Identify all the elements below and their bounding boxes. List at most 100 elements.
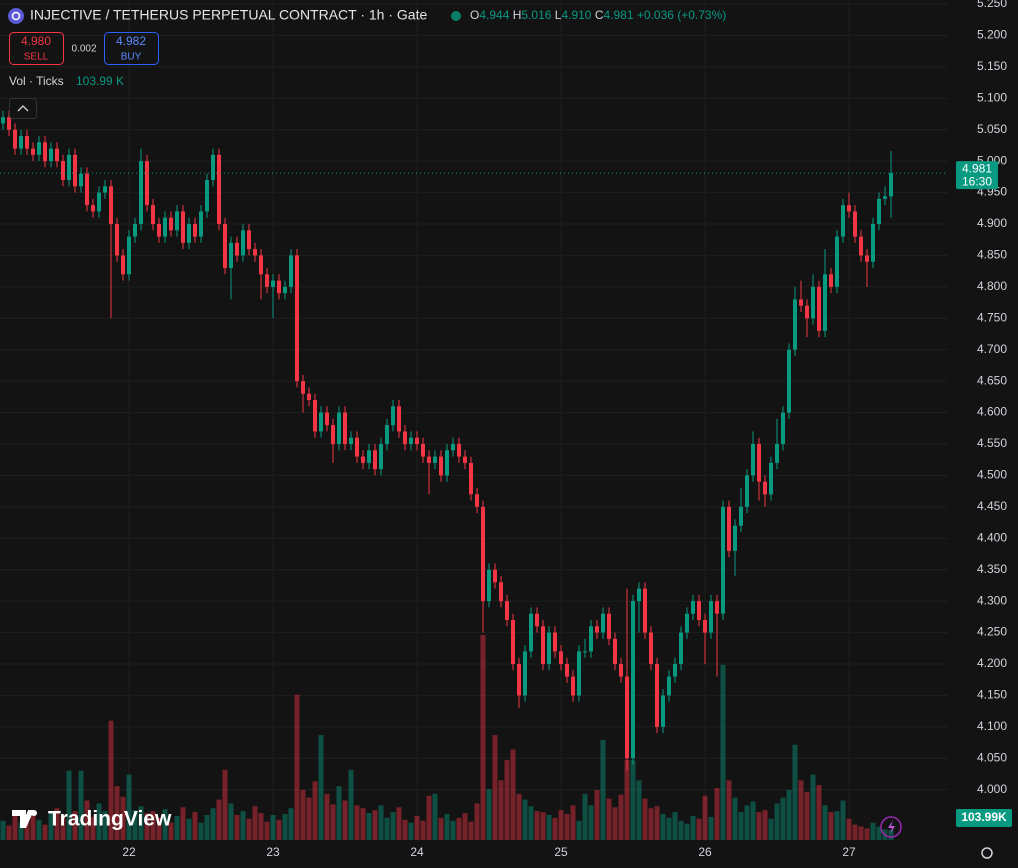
candle-body (619, 664, 623, 677)
volume-bar (132, 810, 138, 840)
candle-body (487, 569, 491, 602)
collapse-icon (17, 105, 29, 112)
y-tick-label: 4.750 (977, 310, 1007, 324)
candle-body (835, 236, 839, 287)
x-tick-label: 23 (266, 845, 280, 859)
candle-body (145, 161, 149, 206)
volume-bar (186, 818, 192, 840)
candle-body (193, 224, 197, 237)
legend-key: L (555, 8, 562, 22)
volume-bar (762, 810, 768, 840)
candle-body (553, 632, 557, 652)
candle-body (673, 664, 677, 677)
chart-title[interactable]: INJECTIVE / TETHERUS PERPETUAL CONTRACT … (30, 7, 427, 23)
volume-bar (636, 780, 642, 840)
volume-bar (558, 810, 564, 840)
volume-bar (384, 817, 390, 840)
candle-body (769, 462, 773, 495)
volume-bar (270, 814, 276, 840)
candle-body (721, 506, 725, 614)
candle-body (685, 613, 689, 633)
candle-body (613, 638, 617, 664)
candle-body (265, 274, 269, 287)
volume-bar (414, 815, 420, 840)
volume-bar (600, 739, 606, 840)
lightning-button[interactable] (880, 816, 902, 838)
candle-body (223, 224, 227, 268)
buy-button[interactable] (104, 32, 159, 65)
volume-bar (768, 818, 774, 840)
y-tick-label: 4.550 (977, 436, 1007, 450)
candle-body (781, 412, 785, 444)
volume-bar (318, 735, 324, 840)
volume-bar (432, 793, 438, 840)
candle-body (85, 173, 89, 206)
volume-bar (726, 780, 732, 840)
candle-body (277, 280, 281, 294)
volume-bar (714, 788, 720, 840)
legend-value: 4.910 (561, 8, 591, 22)
candle-body (499, 582, 503, 602)
last-volume-label: 103.99K (961, 810, 1007, 824)
y-tick-label: 4.650 (977, 373, 1007, 387)
volume-bar (252, 806, 258, 840)
last-price-label: 4.981 (962, 161, 992, 175)
volume-bar (96, 803, 102, 840)
x-tick-label: 26 (698, 845, 712, 859)
candle-body (187, 224, 191, 243)
candle-body (55, 148, 59, 162)
candle-body (817, 286, 821, 331)
y-tick-label: 4.600 (977, 405, 1007, 419)
volume-bar (6, 825, 12, 840)
candle-body (7, 117, 11, 130)
volume-bar (312, 781, 318, 840)
volume-bar (642, 798, 648, 840)
candle-body (37, 142, 41, 155)
candle-body (403, 431, 407, 444)
collapse-button[interactable] (9, 98, 37, 119)
candle-body (571, 676, 575, 696)
volume-bar (408, 822, 414, 840)
candle-body (301, 381, 305, 394)
candle-body (43, 142, 47, 162)
candle-body (841, 205, 845, 237)
volume-value: 103.99 K (76, 74, 124, 88)
settings-icon[interactable] (981, 847, 993, 859)
sell-button[interactable] (9, 32, 64, 65)
candle-body (91, 205, 95, 212)
volume-bar (612, 807, 618, 840)
candle-body (211, 154, 215, 180)
volume-bar (54, 808, 60, 840)
x-tick-label: 27 (842, 845, 856, 859)
volume-bar (648, 808, 654, 840)
volume-bar (168, 822, 174, 840)
candle-body (601, 613, 605, 633)
volume-bar (30, 811, 36, 840)
volume-bar (0, 820, 6, 840)
volume-bar (174, 815, 180, 840)
y-tick-label: 4.100 (977, 719, 1007, 733)
volume-bar (264, 821, 270, 840)
candle-body (343, 412, 347, 444)
candle-body (19, 136, 23, 149)
candle-body (727, 506, 731, 551)
last-volume-tag (956, 809, 1012, 827)
symbol-icon-mark (11, 11, 21, 21)
candle-body (433, 456, 437, 463)
candle-body (505, 601, 509, 620)
candle-body (649, 632, 653, 664)
volume-bar (594, 789, 600, 840)
volume-bar (366, 813, 372, 840)
volume-bar (684, 823, 690, 840)
candle-body (373, 450, 377, 470)
volume-bar (216, 799, 222, 840)
candle-body (877, 198, 881, 224)
candle-body (229, 242, 233, 268)
volume-bar (456, 817, 462, 840)
volume-bar (792, 744, 798, 840)
y-tick-label: 4.500 (977, 468, 1007, 482)
volume-bar (828, 812, 834, 840)
candle-body (577, 651, 581, 696)
volume-bar (756, 812, 762, 840)
